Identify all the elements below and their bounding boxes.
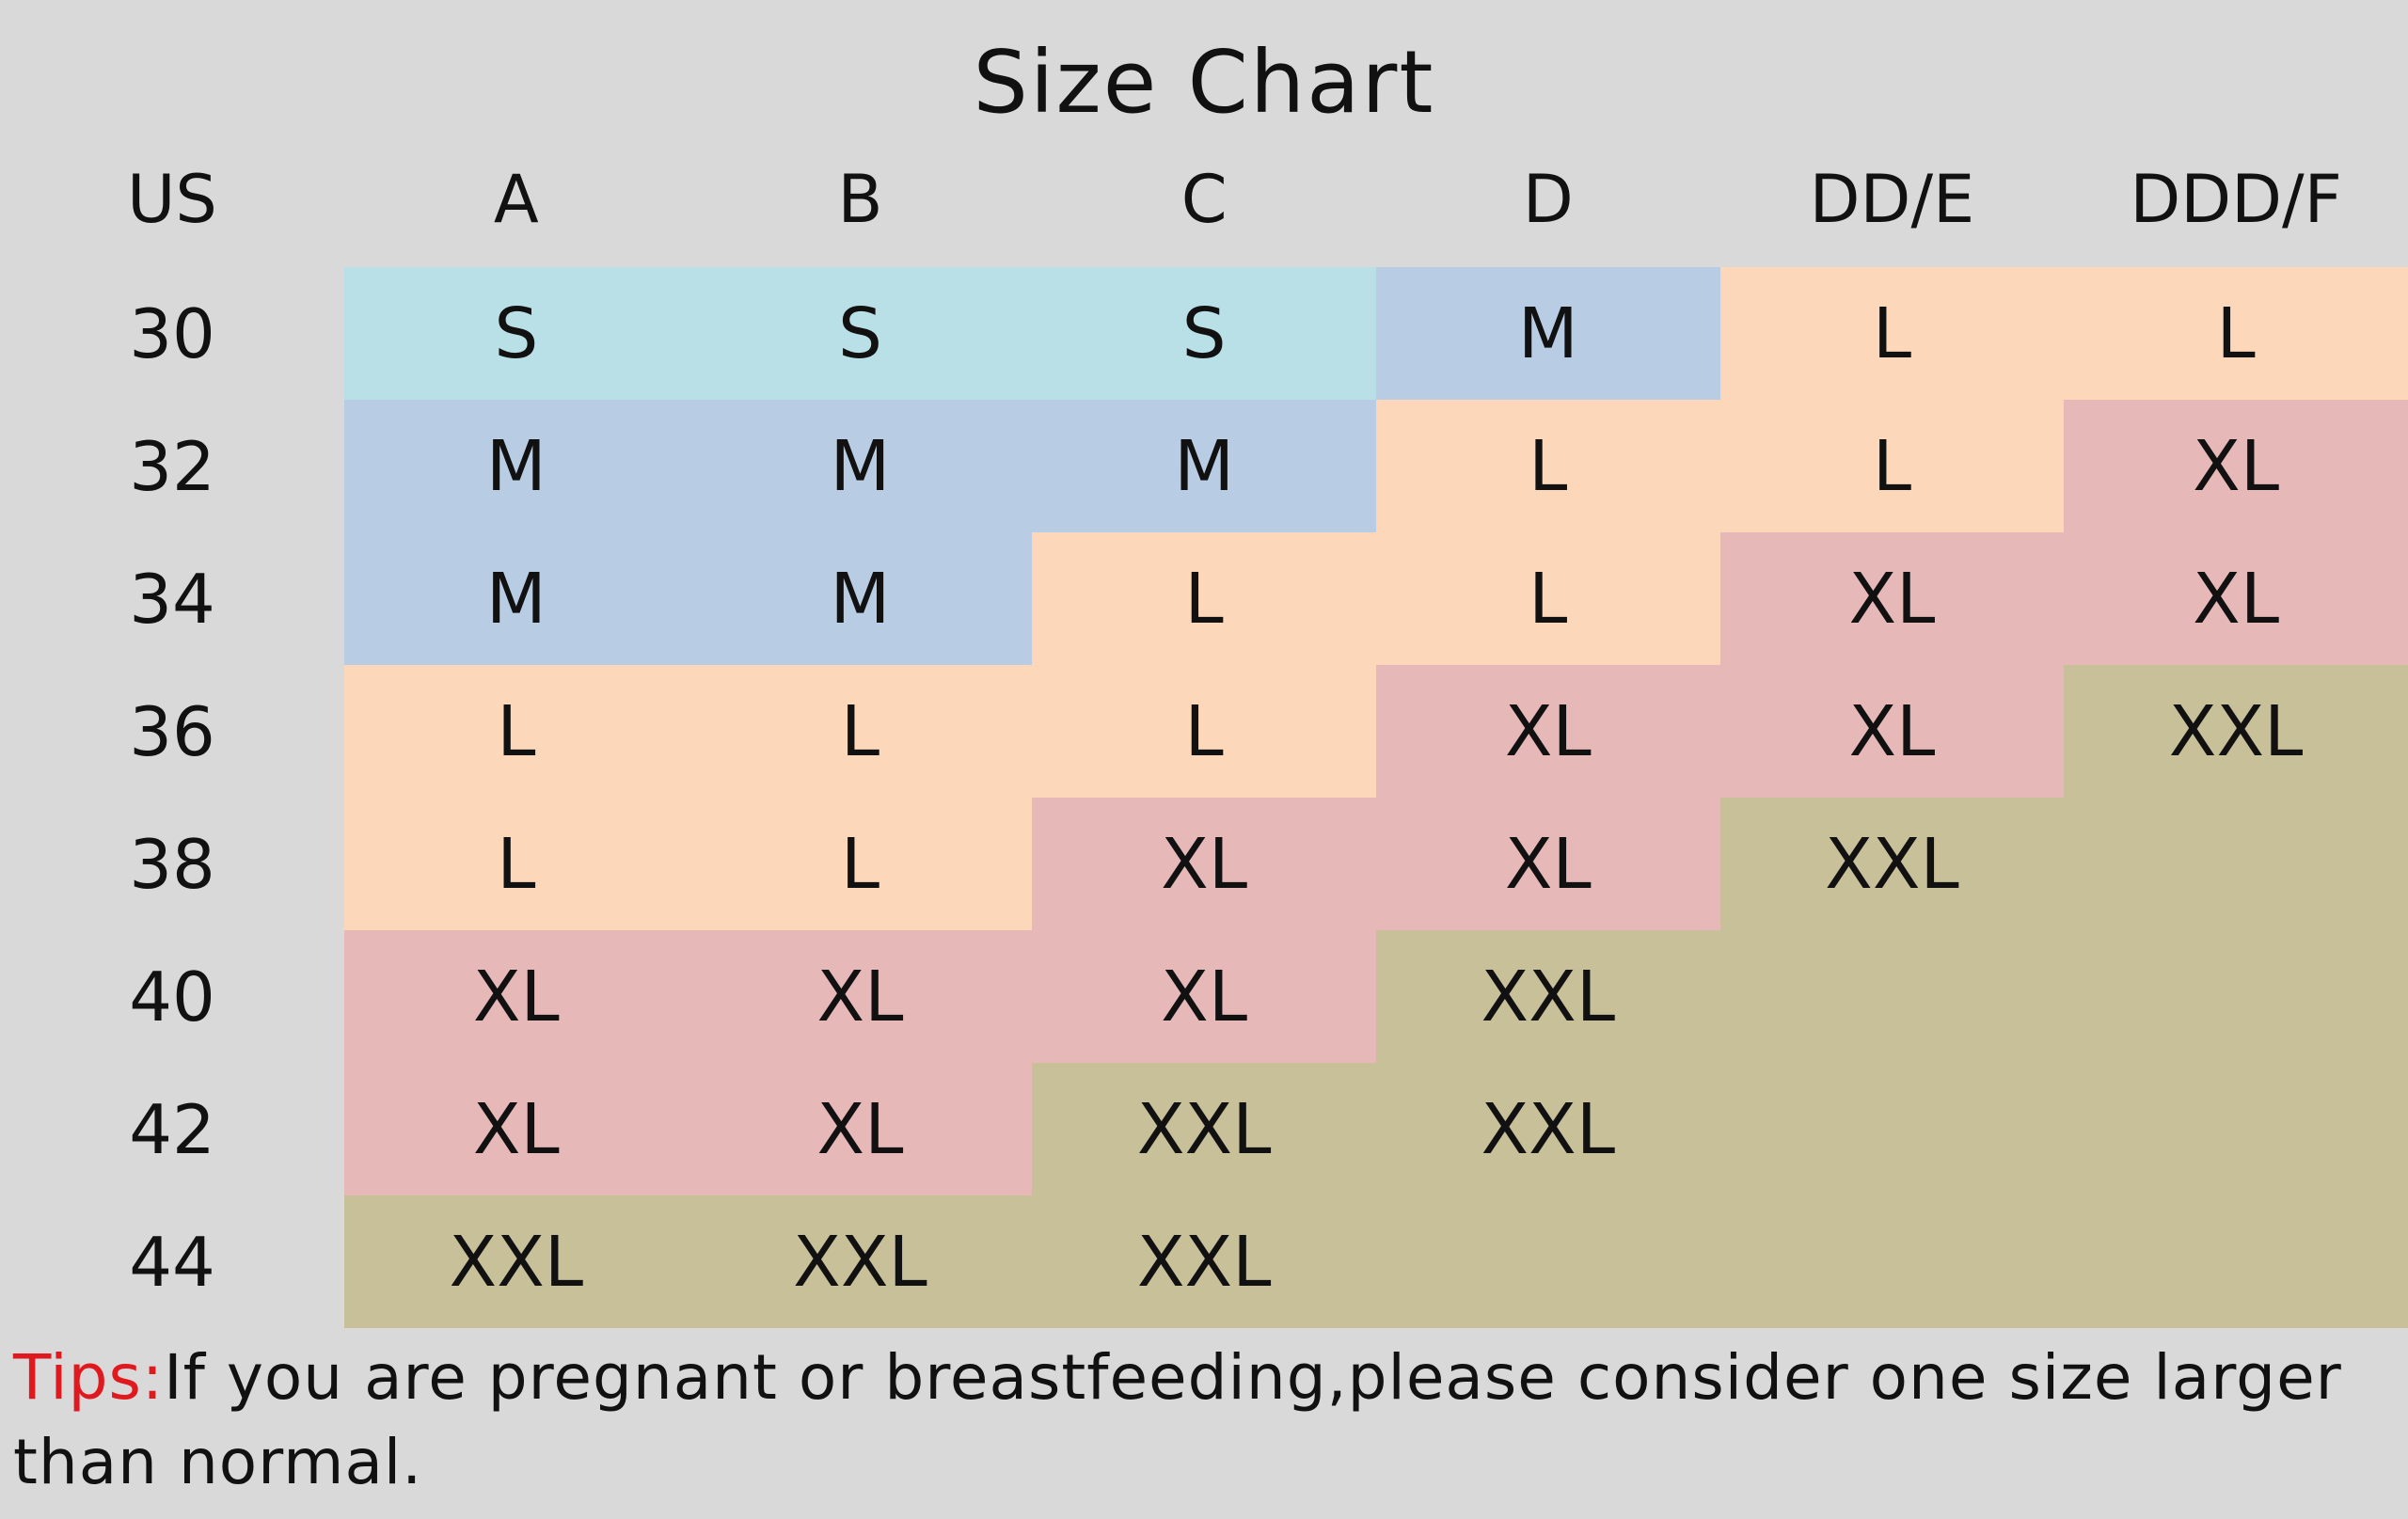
band-label-36: 36 xyxy=(129,691,215,771)
header-cup-d: D xyxy=(1522,161,1574,238)
size-cell: S xyxy=(688,267,1033,400)
band-label-38: 38 xyxy=(129,824,215,904)
size-cell: XXL xyxy=(344,1195,689,1328)
size-cell: L xyxy=(1719,267,2065,400)
size-cell: L xyxy=(1375,532,1720,665)
band-label-34: 34 xyxy=(129,559,215,639)
size-cell xyxy=(1375,1195,1720,1328)
size-cell: XL xyxy=(1032,930,1376,1063)
size-cell xyxy=(1719,1195,2065,1328)
tips-label: Tips: xyxy=(13,1341,165,1414)
size-cell: L xyxy=(1719,400,2065,532)
size-cell: XXL xyxy=(1032,1195,1376,1328)
size-cell: XL xyxy=(2064,400,2408,532)
size-cell: M xyxy=(688,532,1033,665)
band-label-42: 42 xyxy=(129,1089,215,1169)
size-cell: L xyxy=(1375,400,1720,532)
size-cell: M xyxy=(344,532,689,665)
size-cell: XXL xyxy=(1375,1063,1720,1195)
header-cup-ddd-f: DDD/F xyxy=(2130,161,2342,238)
size-cell: XL xyxy=(688,1063,1033,1195)
band-label-30: 30 xyxy=(129,293,215,373)
size-cell: L xyxy=(1032,665,1376,798)
size-cell: XXL xyxy=(688,1195,1033,1328)
header-corner: US xyxy=(127,161,217,238)
size-cell: M xyxy=(688,400,1033,532)
size-cell: XL xyxy=(344,1063,689,1195)
size-cell: XL xyxy=(344,930,689,1063)
header-cup-a: A xyxy=(493,161,539,238)
size-cell: S xyxy=(344,267,689,400)
size-cell: L xyxy=(1032,532,1376,665)
header-cup-dd-e: DD/E xyxy=(1809,161,1975,238)
header-cup-b: B xyxy=(837,161,883,238)
size-cell xyxy=(1719,1063,2065,1195)
size-cell xyxy=(2064,1195,2408,1328)
size-cell xyxy=(2064,798,2408,930)
size-cell xyxy=(2064,930,2408,1063)
band-label-40: 40 xyxy=(129,957,215,1036)
size-cell xyxy=(1719,930,2065,1063)
size-cell: M xyxy=(344,400,689,532)
size-chart-table: US A B C D DD/E DDD/F 30 S S S M L L 32 M M M L L XL 34 M M L L XL… xyxy=(0,132,2408,1328)
size-cell: L xyxy=(344,665,689,798)
size-cell: L xyxy=(688,798,1033,930)
header-cup-c: C xyxy=(1180,161,1228,238)
size-cell: XXL xyxy=(2064,665,2408,798)
size-cell xyxy=(2064,1063,2408,1195)
size-cell: XL xyxy=(1719,532,2065,665)
size-cell: XXL xyxy=(1375,930,1720,1063)
size-cell: XL xyxy=(1375,798,1720,930)
size-cell: S xyxy=(1032,267,1376,400)
band-label-44: 44 xyxy=(129,1222,215,1302)
size-cell: XXL xyxy=(1719,798,2065,930)
page-title: Size Chart xyxy=(973,32,1435,133)
size-cell: XL xyxy=(1719,665,2065,798)
size-cell: XL xyxy=(1375,665,1720,798)
size-cell: L xyxy=(688,665,1033,798)
size-cell: M xyxy=(1032,400,1376,532)
tips-note: Tips:If you are pregnant or breastfeedin… xyxy=(13,1336,2384,1505)
size-cell: M xyxy=(1375,267,1720,400)
size-cell: XL xyxy=(1032,798,1376,930)
size-cell: L xyxy=(2064,267,2408,400)
tips-text: If you are pregnant or breastfeeding,ple… xyxy=(13,1341,2342,1498)
size-cell: XXL xyxy=(1032,1063,1376,1195)
size-cell: L xyxy=(344,798,689,930)
size-cell: XL xyxy=(2064,532,2408,665)
band-label-32: 32 xyxy=(129,426,215,506)
size-cell: XL xyxy=(688,930,1033,1063)
